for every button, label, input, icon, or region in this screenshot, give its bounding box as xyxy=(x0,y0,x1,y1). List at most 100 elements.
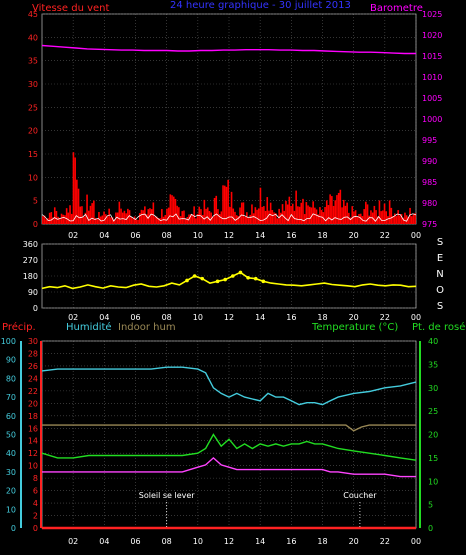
dir-x-tick: 14 xyxy=(255,313,265,322)
temp-x-tick: 14 xyxy=(255,537,265,546)
direction-point xyxy=(185,278,189,283)
wind-x-tick: 04 xyxy=(99,231,109,240)
direction-point xyxy=(223,277,227,282)
humidity-y-tick: 40 xyxy=(6,449,16,458)
dir-x-tick: 04 xyxy=(99,313,109,322)
precip-y-tick: 6 xyxy=(33,487,38,496)
wind-y-tick: 40 xyxy=(28,33,38,42)
dir-x-tick: 12 xyxy=(224,313,234,322)
legend-item: Temperature (°C) xyxy=(311,322,398,333)
humidity-y-tick: 100 xyxy=(1,337,16,346)
compass-label: S xyxy=(437,237,443,248)
wind-y-tick: 20 xyxy=(28,127,38,136)
wind-average-line xyxy=(41,213,417,222)
temp-y-tick: 35 xyxy=(428,360,438,369)
series-line-ptderose xyxy=(42,456,416,478)
dir-x-tick: 06 xyxy=(130,313,140,322)
humidity-y-tick: 30 xyxy=(6,468,16,477)
compass-label: E xyxy=(437,253,443,264)
wind-x-tick: 16 xyxy=(286,231,296,240)
wind-y-tick: 15 xyxy=(28,150,38,159)
baro-y-tick: 990 xyxy=(422,157,437,166)
wind-y-tick: 45 xyxy=(28,10,38,19)
sun-event-label: Coucher xyxy=(343,491,377,500)
dir-x-tick: 02 xyxy=(68,313,78,322)
precip-y-tick: 20 xyxy=(28,399,38,408)
temp-y-tick: 10 xyxy=(428,477,438,486)
temp-x-tick: 16 xyxy=(286,537,296,546)
dir-x-tick: 08 xyxy=(162,313,172,322)
precip-y-tick: 28 xyxy=(28,349,38,358)
humidity-y-tick: 90 xyxy=(6,356,16,365)
temp-y-tick: 25 xyxy=(428,407,438,416)
direction-point xyxy=(238,270,243,275)
temp-x-tick: 02 xyxy=(68,537,78,546)
wind-y-tick: 30 xyxy=(28,80,38,89)
compass-label: O xyxy=(436,285,444,296)
series-line-indoorhum xyxy=(42,424,416,432)
wind-y-tick: 35 xyxy=(28,57,38,66)
baro-axis-title: Barometre xyxy=(370,3,423,14)
temp-x-tick: 22 xyxy=(380,537,390,546)
precip-y-tick: 8 xyxy=(33,474,38,483)
wind-axis-title: Vitesse du vent xyxy=(32,3,109,14)
precip-y-tick: 30 xyxy=(28,337,38,346)
temp-x-tick: 00 xyxy=(411,537,421,546)
humidity-y-tick: 80 xyxy=(6,374,16,383)
temp-y-tick: 40 xyxy=(428,337,438,346)
baro-y-tick: 1005 xyxy=(422,94,442,103)
dir-x-tick: 16 xyxy=(286,313,296,322)
wind-x-tick: 02 xyxy=(68,231,78,240)
wind-x-tick: 00 xyxy=(411,231,421,240)
precip-y-tick: 0 xyxy=(33,524,38,533)
dir-x-tick: 00 xyxy=(411,313,421,322)
baro-y-tick: 1025 xyxy=(422,10,442,19)
temp-y-tick: 20 xyxy=(428,431,438,440)
temp-x-tick: 08 xyxy=(162,537,172,546)
legend-item: Pt. de rosée xyxy=(412,321,466,333)
baro-y-tick: 1020 xyxy=(422,31,442,40)
direction-point xyxy=(200,276,205,281)
baro-y-tick: 985 xyxy=(422,178,437,187)
compass-label: N xyxy=(436,269,443,280)
compass-label: S xyxy=(437,301,443,312)
sun-event-label: Soleil se lever xyxy=(139,491,196,500)
wind-x-tick: 06 xyxy=(130,231,140,240)
precip-y-tick: 22 xyxy=(28,387,38,396)
humidity-y-tick: 0 xyxy=(11,524,16,533)
dir-x-tick: 22 xyxy=(380,313,390,322)
legend-item: Précip. xyxy=(2,321,36,333)
dir-x-tick: 20 xyxy=(349,313,359,322)
dir-y-tick: 360 xyxy=(23,240,38,249)
wind-y-tick: 0 xyxy=(33,220,38,229)
chart-title: 24 heure graphique - 30 juillet 2013 xyxy=(170,0,351,11)
temp-x-tick: 12 xyxy=(224,537,234,546)
series-line-temperaturec xyxy=(41,433,417,461)
dir-y-tick: 0 xyxy=(33,304,38,313)
precip-y-tick: 16 xyxy=(28,424,38,433)
baro-y-tick: 1010 xyxy=(422,73,442,82)
wind-x-tick: 20 xyxy=(349,231,359,240)
wind-x-tick: 12 xyxy=(224,231,234,240)
wind-y-tick: 10 xyxy=(28,173,38,182)
temp-x-tick: 06 xyxy=(130,537,140,546)
precip-y-tick: 4 xyxy=(33,499,38,508)
direction-line xyxy=(41,271,417,290)
precip-y-tick: 24 xyxy=(28,374,38,383)
baro-y-tick: 995 xyxy=(422,136,437,145)
direction-point xyxy=(215,279,220,284)
wind-x-tick: 08 xyxy=(162,231,172,240)
temp-y-tick: 15 xyxy=(428,454,438,463)
legend-item: Indoor hum xyxy=(118,322,176,333)
dir-x-tick: 18 xyxy=(317,313,327,322)
precip-y-tick: 18 xyxy=(28,412,38,421)
dir-y-tick: 90 xyxy=(28,288,38,297)
humidity-y-tick: 20 xyxy=(6,487,16,496)
temp-x-tick: 20 xyxy=(349,537,359,546)
wind-x-tick: 18 xyxy=(317,231,327,240)
direction-point xyxy=(231,274,235,278)
dir-x-tick: 10 xyxy=(193,313,203,322)
precip-y-tick: 26 xyxy=(28,362,38,371)
